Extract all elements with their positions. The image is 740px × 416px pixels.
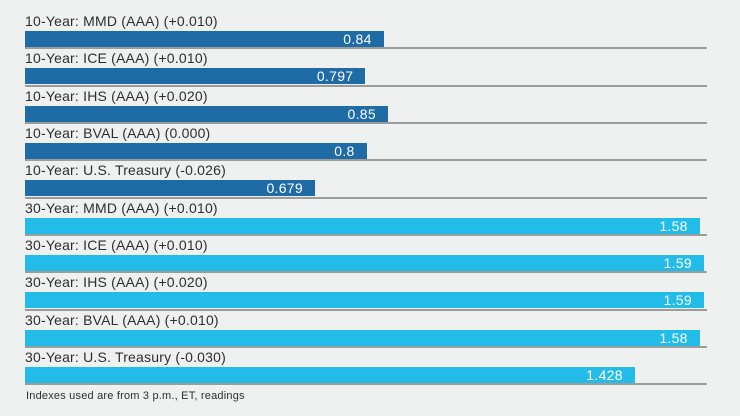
bar-label: 10-Year: MMD (AAA) (+0.010): [25, 13, 218, 29]
bar-value: 0.84: [343, 31, 372, 47]
bar: 1.58: [25, 217, 700, 234]
chart-row: 30-Year: IHS (AAA) (+0.020) 1.59: [25, 273, 707, 311]
bar-value: 1.58: [659, 329, 688, 346]
chart-row: 10-Year: U.S. Treasury (-0.026) 0.679: [25, 161, 707, 199]
yield-comparison-chart: 10-Year: MMD (AAA) (+0.010) 0.84 10-Year: …: [25, 12, 707, 402]
bar: 0.85: [25, 105, 388, 122]
chart-row: 10-Year: IHS (AAA) (+0.020) 0.85: [25, 87, 707, 124]
bar: 1.58: [25, 329, 700, 346]
bar-label: 30-Year: BVAL (AAA) (+0.010): [25, 311, 219, 328]
bar-track: 1.59: [25, 292, 707, 309]
bar-track: 1.428: [25, 366, 707, 383]
bar-track: 0.85: [25, 105, 707, 122]
bar-value: 0.797: [316, 68, 354, 85]
bar-rows: 10-Year: MMD (AAA) (+0.010) 0.84 10-Year: …: [25, 12, 707, 386]
chart-row: 10-Year: MMD (AAA) (+0.010) 0.84: [25, 12, 707, 50]
bar-label: 30-Year: IHS (AAA) (+0.020): [25, 274, 208, 291]
bar-value: 1.428: [586, 366, 623, 383]
bar-value: 1.59: [663, 292, 692, 309]
bar: 1.428: [25, 366, 635, 383]
bar-track: 1.58: [25, 329, 707, 346]
bar: 0.8: [25, 142, 367, 159]
bar: 0.679: [25, 180, 315, 197]
bar-value: 0.85: [347, 105, 376, 122]
bar-value: 1.59: [663, 254, 692, 271]
bar-track: 0.797: [25, 68, 707, 85]
bar-track: 1.59: [25, 254, 707, 271]
bar-track: 0.679: [25, 180, 707, 197]
bar-label: 30-Year: U.S. Treasury (-0.030): [25, 348, 226, 365]
bar: 0.84: [25, 31, 384, 47]
chart-row: 30-Year: MMD (AAA) (+0.010) 1.58: [25, 199, 707, 236]
bar-label: 10-Year: IHS (AAA) (+0.020): [25, 87, 208, 104]
bar-label: 30-Year: MMD (AAA) (+0.010): [25, 199, 218, 216]
bar-value: 1.58: [659, 217, 688, 234]
chart-row: 30-Year: ICE (AAA) (+0.010) 1.59: [25, 236, 707, 274]
bar-track: 0.84: [25, 31, 707, 47]
bar-label: 10-Year: BVAL (AAA) (0.000): [25, 124, 211, 141]
bar-value: 0.679: [266, 180, 303, 197]
bar-label: 10-Year: ICE (AAA) (+0.010): [25, 50, 208, 67]
bar: 1.59: [25, 254, 704, 271]
bar: 0.797: [25, 68, 366, 85]
bar-value: 0.8: [334, 142, 355, 159]
bar: 1.59: [25, 292, 704, 309]
bar-track: 0.8: [25, 142, 707, 159]
chart-row: 10-Year: BVAL (AAA) (0.000) 0.8: [25, 124, 707, 162]
bar-track: 1.58: [25, 217, 707, 234]
chart-row: 30-Year: BVAL (AAA) (+0.010) 1.58: [25, 311, 707, 348]
chart-row: 30-Year: U.S. Treasury (-0.030) 1.428: [25, 348, 707, 386]
bar-label: 30-Year: ICE (AAA) (+0.010): [25, 236, 208, 253]
chart-row: 10-Year: ICE (AAA) (+0.010) 0.797: [25, 49, 707, 87]
chart-footnote: Indexes used are from 3 p.m., ET, readin…: [26, 390, 245, 403]
bar-label: 10-Year: U.S. Treasury (-0.026): [25, 162, 226, 179]
